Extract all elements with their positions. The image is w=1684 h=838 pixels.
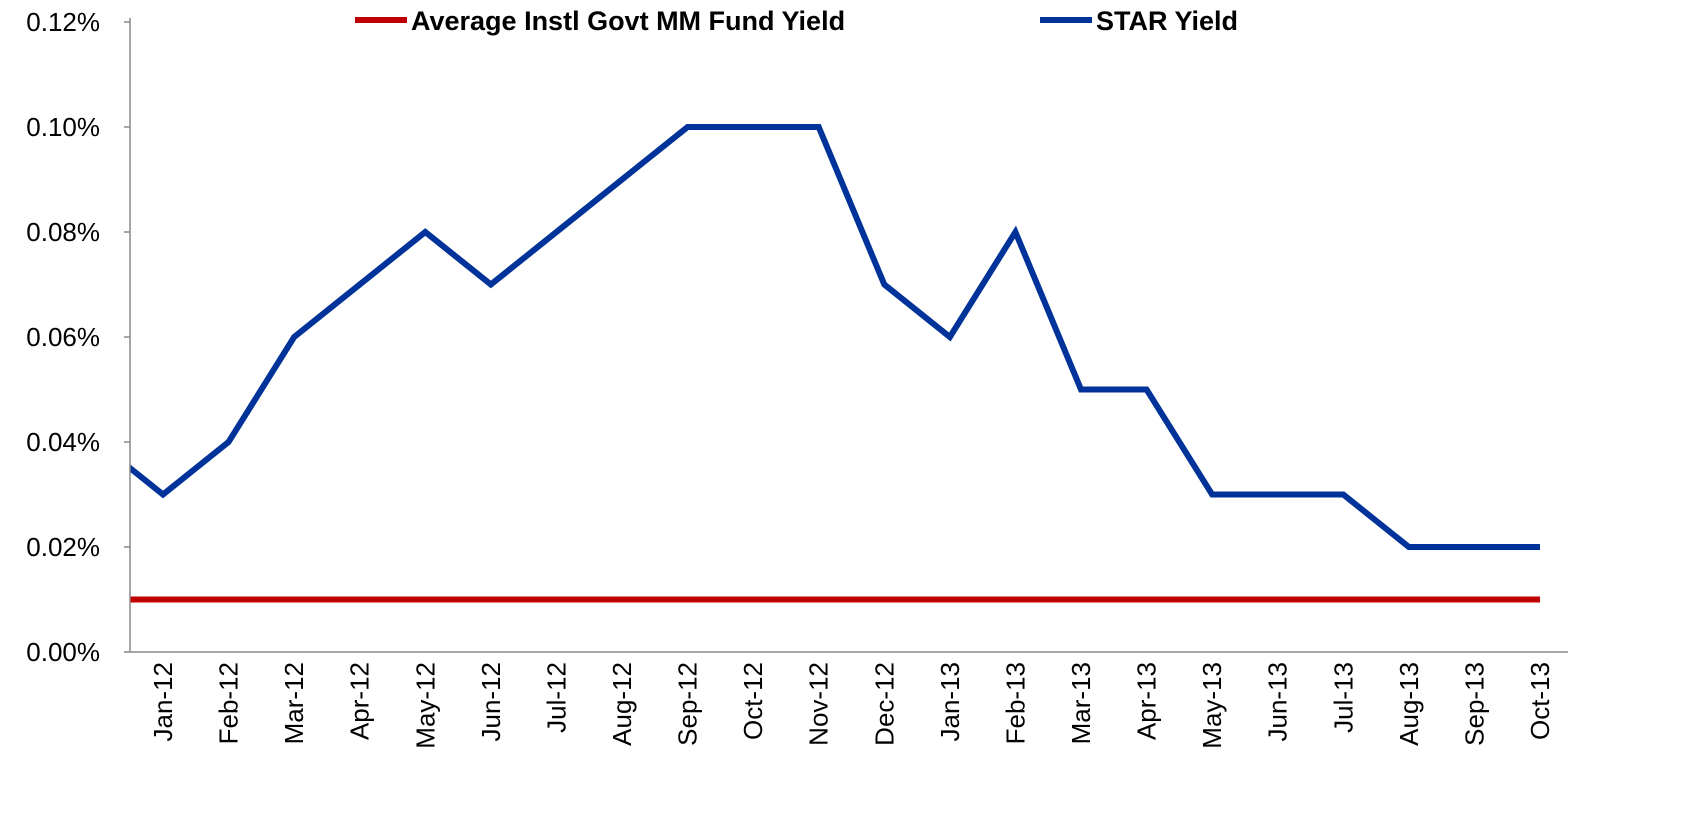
x-tick-label: Jul-12	[541, 662, 571, 733]
y-tick-label: 0.02%	[26, 532, 100, 562]
x-tick-label: Oct-12	[738, 662, 768, 740]
x-tick-label: Mar-13	[1066, 662, 1096, 744]
x-tick-label: Jul-13	[1328, 662, 1358, 733]
legend-text: Average Instl Govt MM Fund Yield	[411, 6, 845, 36]
x-tick-label: Feb-13	[1000, 662, 1030, 744]
x-tick-label: May-12	[410, 662, 440, 749]
x-tick-label: Apr-12	[345, 662, 375, 740]
x-tick-label: Nov-12	[804, 662, 834, 746]
plot-area	[130, 124, 1540, 603]
x-tick-label: Jan-13	[935, 662, 965, 742]
x-tick-label: Sep-12	[673, 662, 703, 746]
x-tick-label: Apr-13	[1132, 662, 1162, 740]
x-tick-label: Aug-12	[607, 662, 637, 746]
y-tick-label: 0.10%	[26, 112, 100, 142]
x-tick-label: Dec-12	[869, 662, 899, 746]
x-tick-label: Feb-12	[214, 662, 244, 744]
y-tick-label: 0.08%	[26, 217, 100, 247]
x-tick-label: May-13	[1197, 662, 1227, 749]
legend-text: STAR Yield	[1096, 6, 1238, 36]
y-tick-label: 0.04%	[26, 427, 100, 457]
series-line	[130, 124, 1540, 550]
y-tick-label: 0.06%	[26, 322, 100, 352]
x-tick-label: Jun-12	[476, 662, 506, 742]
x-tick-label: Jan-12	[148, 662, 178, 742]
y-tick-label: 0.12%	[26, 7, 100, 37]
y-tick-label: 0.00%	[26, 637, 100, 667]
x-tick-label: Jun-13	[1263, 662, 1293, 742]
x-tick-label: Sep-13	[1459, 662, 1489, 746]
x-tick-label: Mar-12	[279, 662, 309, 744]
x-tick-label: Aug-13	[1394, 662, 1424, 746]
x-tick-label: Oct-13	[1525, 662, 1555, 740]
